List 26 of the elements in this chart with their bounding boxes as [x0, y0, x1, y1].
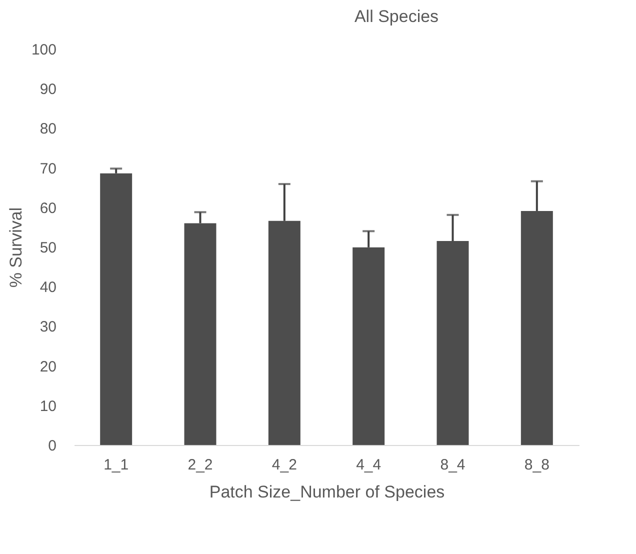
bar [520, 210, 553, 445]
bar [184, 223, 216, 445]
y-tick-label: 40 [40, 279, 56, 296]
bar [268, 220, 300, 445]
x-tick-label: 4_4 [356, 456, 382, 474]
x-tick-label: 2_2 [188, 456, 213, 474]
x-tick-label: 8_4 [440, 456, 466, 474]
y-tick-label: 70 [40, 160, 56, 178]
y-axis-title: % Survival [6, 207, 26, 288]
y-tick-label: 80 [40, 120, 56, 138]
y-tick-label: 100 [31, 42, 56, 58]
y-tick-label: 30 [40, 318, 56, 336]
y-tick-label: 60 [40, 200, 56, 217]
y-tick-label: 10 [40, 398, 56, 415]
x-tick-label: 1_1 [104, 456, 129, 474]
bar [100, 173, 132, 445]
bar [352, 247, 385, 445]
y-tick-label: 90 [40, 81, 56, 98]
x-tick-label: 4_2 [272, 456, 297, 474]
chart-title: All Species [354, 7, 439, 26]
x-tick-label: 8_8 [524, 456, 550, 474]
y-tick-label: 50 [40, 240, 56, 256]
bar [436, 241, 469, 445]
y-tick-label: 20 [40, 358, 56, 376]
y-tick-label: 0 [48, 438, 56, 454]
x-axis-title: Patch Size_Number of Species [209, 482, 445, 502]
